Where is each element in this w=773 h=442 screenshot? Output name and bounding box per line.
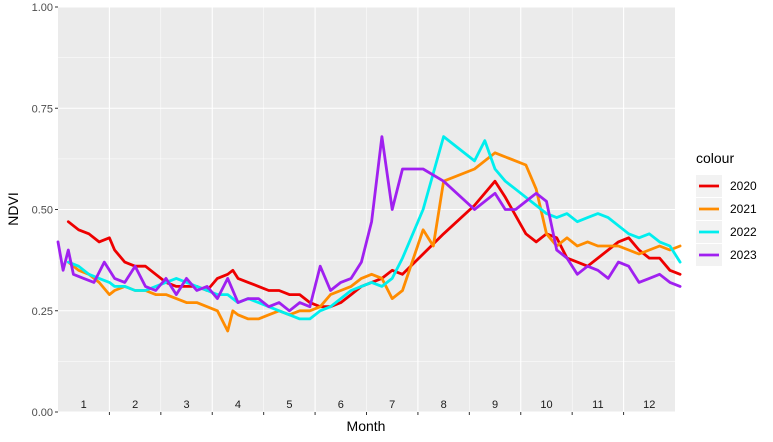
- legend-label-2020: 2020: [730, 179, 757, 193]
- x-tick-label: 1: [81, 399, 87, 411]
- grid-minor: [58, 7, 675, 412]
- y-tick-label: 0.75: [32, 103, 53, 115]
- y-tick-label: 0.50: [32, 205, 53, 217]
- legend-label-2021: 2021: [730, 202, 757, 216]
- x-tick-label: 12: [643, 399, 655, 411]
- x-tick-label: 11: [592, 399, 603, 411]
- y-tick-label: 0.00: [32, 407, 53, 419]
- legend: colour 2020 2021 2022 2023: [696, 150, 757, 266]
- legend-label-2023: 2023: [730, 248, 757, 262]
- series-lines: [56, 135, 682, 333]
- x-tick-label: 4: [235, 399, 241, 411]
- x-tick-label: 7: [389, 399, 395, 411]
- y-tick-label: 0.25: [32, 306, 53, 318]
- legend-label-2022: 2022: [730, 225, 757, 239]
- x-axis-title: Month: [347, 418, 386, 434]
- x-tick-label: 10: [540, 399, 552, 411]
- x-axis-ticks: 1 2 3 4 5 6 7 8 9 10 11 12: [81, 399, 655, 415]
- x-tick-label: 9: [492, 399, 498, 411]
- legend-title: colour: [696, 150, 734, 166]
- x-tick-label: 5: [286, 399, 292, 411]
- series-line-2023: [56, 135, 682, 313]
- y-axis-ticks: 0.00 0.25 0.50 0.75 1.00: [32, 2, 58, 419]
- y-tick-label: 1.00: [32, 2, 53, 14]
- y-axis-title: NDVI: [5, 192, 21, 225]
- x-tick-label: 6: [338, 399, 344, 411]
- x-tick-label: 2: [132, 399, 138, 411]
- x-tick-label: 3: [183, 399, 189, 411]
- series-line-2021: [66, 151, 682, 333]
- x-tick-label: 8: [441, 399, 447, 411]
